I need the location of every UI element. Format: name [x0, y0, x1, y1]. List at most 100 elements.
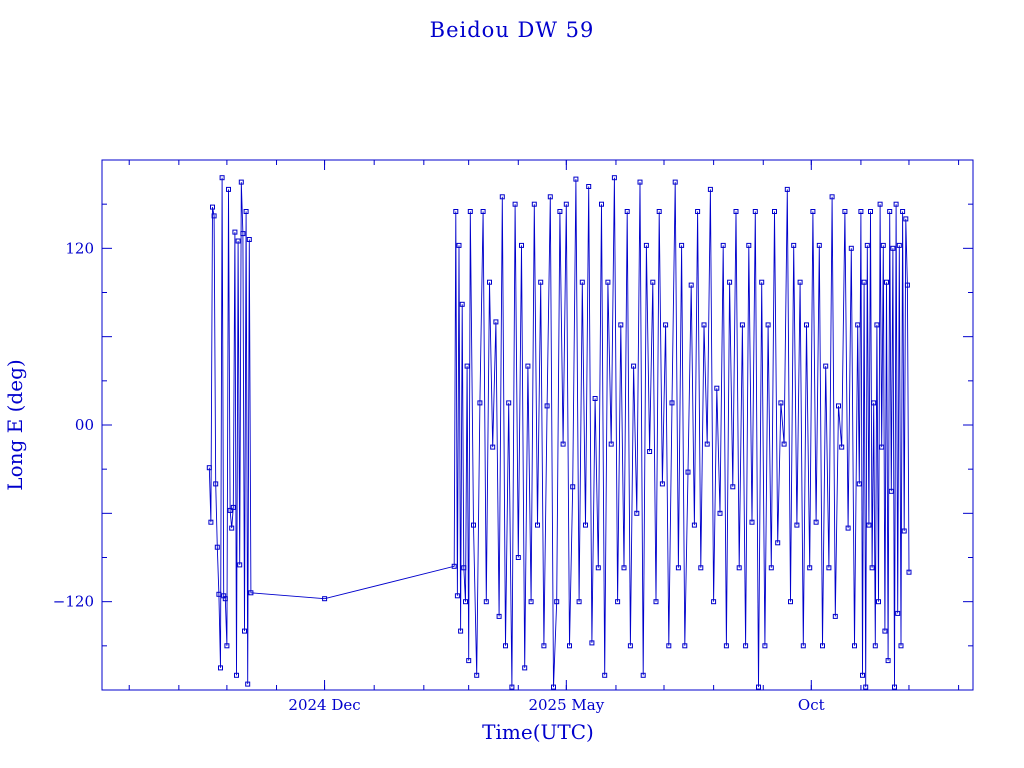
data-point	[672, 179, 678, 185]
data-point	[248, 590, 254, 596]
data-point	[592, 396, 598, 401]
data-point	[669, 400, 675, 406]
data-point	[232, 229, 238, 235]
data-point	[794, 522, 800, 528]
data-point	[579, 279, 585, 285]
data-point	[784, 186, 790, 192]
data-point	[653, 599, 659, 605]
axis-tick-labels: 120 00 −120 2024 Dec 2025 May Oct	[53, 239, 825, 714]
data-point	[218, 665, 223, 671]
data-point	[861, 279, 867, 285]
data-point	[210, 204, 215, 210]
data-point	[898, 643, 904, 649]
data-point	[451, 563, 457, 569]
data-point	[461, 565, 467, 571]
data-point	[756, 684, 761, 690]
data-point	[816, 242, 822, 248]
data-point	[245, 681, 251, 687]
data-point	[640, 672, 646, 678]
axis-ticks	[102, 159, 973, 691]
data-point	[759, 279, 765, 285]
data-point	[882, 628, 888, 634]
data-point	[240, 231, 246, 237]
data-point	[557, 209, 563, 214]
data-point	[506, 400, 512, 406]
data-point	[788, 599, 793, 605]
data-point	[544, 403, 550, 409]
data-point	[322, 596, 328, 602]
data-point	[224, 643, 230, 649]
data-point	[615, 599, 621, 605]
data-point	[471, 522, 476, 528]
data-point	[551, 684, 556, 690]
data-point	[211, 213, 217, 219]
data-point	[829, 194, 835, 200]
data-point	[866, 522, 872, 528]
data-point	[656, 209, 662, 214]
data-point	[836, 403, 841, 409]
data-point	[679, 242, 685, 248]
data-point	[637, 179, 643, 185]
data-point	[243, 209, 249, 214]
data-point	[775, 540, 781, 546]
data-point	[896, 242, 902, 248]
data-point	[512, 201, 518, 207]
data-point	[487, 279, 492, 285]
data-point	[730, 484, 736, 490]
data-point	[659, 481, 665, 487]
data-point	[666, 643, 672, 649]
series-layer	[206, 175, 912, 690]
data-point	[874, 322, 880, 328]
data-point	[522, 665, 528, 671]
data-point	[589, 640, 595, 646]
data-point	[554, 599, 560, 605]
data-point	[466, 658, 472, 664]
data-point	[235, 238, 241, 244]
data-point	[515, 555, 521, 560]
data-point	[823, 363, 829, 369]
data-point	[493, 319, 499, 325]
data-point	[895, 610, 901, 616]
data-point	[474, 672, 480, 678]
data-point	[682, 643, 688, 649]
y-tick-label: 120	[65, 239, 94, 257]
data-point	[727, 279, 733, 285]
data-point	[547, 194, 553, 200]
x-tick-label: Oct	[798, 696, 825, 714]
x-tick-label: 2025 May	[528, 696, 604, 714]
series-line	[208, 177, 910, 688]
data-point	[701, 322, 707, 328]
data-point	[675, 565, 681, 571]
data-point	[214, 544, 220, 550]
data-point	[234, 672, 239, 678]
data-point	[888, 488, 894, 494]
data-point	[768, 565, 774, 571]
data-point	[884, 279, 889, 285]
data-point	[800, 643, 806, 649]
data-point	[643, 242, 649, 248]
data-point	[230, 504, 236, 510]
data-point	[237, 562, 243, 568]
data-point	[871, 400, 877, 406]
data-point	[892, 684, 897, 690]
data-point	[634, 510, 640, 516]
data-point	[685, 469, 691, 475]
data-point	[573, 176, 579, 182]
data-point	[746, 242, 752, 248]
x-axis-label: Time(UTC)	[482, 720, 594, 744]
data-point	[855, 322, 861, 328]
data-point	[807, 565, 813, 571]
data-point	[810, 209, 816, 214]
chart-title: Beidou DW 59	[430, 18, 595, 42]
data-point	[496, 613, 502, 619]
data-point	[733, 209, 739, 214]
data-point	[464, 363, 470, 369]
data-point	[863, 684, 869, 690]
data-point	[208, 519, 214, 525]
data-point	[890, 245, 896, 251]
data-point	[845, 525, 851, 531]
data-point	[576, 599, 582, 605]
data-point	[781, 441, 787, 447]
data-point	[869, 565, 875, 571]
